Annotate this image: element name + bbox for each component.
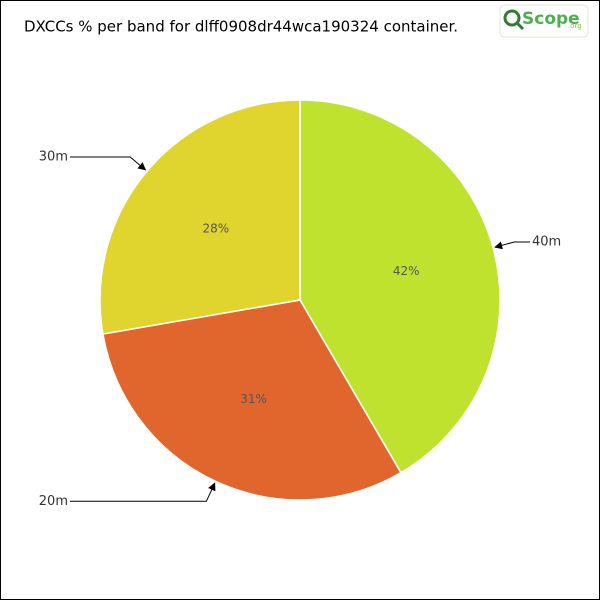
category-label: 40m: [532, 234, 561, 249]
slice-value-label: 31%: [240, 392, 267, 406]
pie-slice: [99, 99, 301, 335]
leader-line: [494, 241, 530, 250]
logo-lens: [503, 9, 521, 27]
logo-name: Scope: [522, 9, 580, 29]
logo-handle: [515, 21, 525, 31]
slice-value-label: 28%: [203, 222, 230, 236]
category-label: 30m: [39, 150, 68, 165]
category-label: 20m: [39, 494, 68, 509]
slice-value-label: 42%: [393, 264, 420, 278]
leader-line: [70, 156, 147, 171]
logo: Scope .org: [499, 4, 589, 38]
pie-slice: [102, 299, 402, 501]
chart-title: DXCCs % per band for dlff0908dr44wca1903…: [24, 18, 458, 36]
logo-domain: .org: [568, 22, 582, 30]
pie-slice: [299, 99, 501, 474]
leader-line: [70, 482, 216, 502]
